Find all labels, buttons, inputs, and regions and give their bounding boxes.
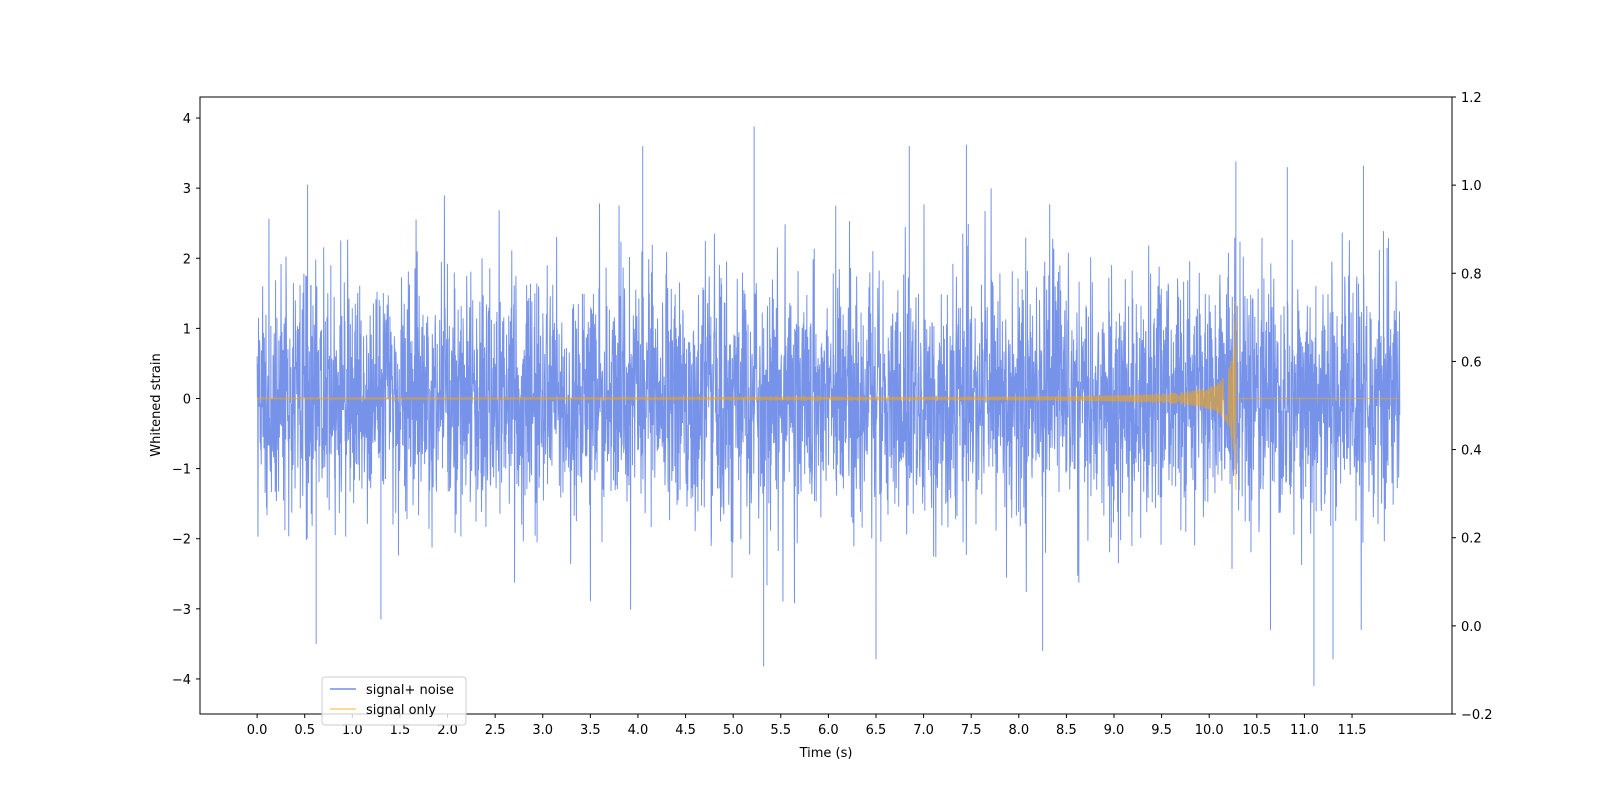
y-axis-left: 4 3 2 1 0 −1 −2 −3 −4 bbox=[172, 112, 200, 688]
y2-tick-label: 0.6 bbox=[1461, 355, 1482, 370]
series-signal-noise bbox=[256, 126, 1401, 686]
legend: signal+ noise signal only bbox=[321, 676, 467, 726]
x-tick-label: 0.5 bbox=[294, 723, 315, 738]
x-tick-label: 11.0 bbox=[1290, 723, 1319, 738]
y2-tick-label: 0.4 bbox=[1461, 444, 1482, 459]
x-tick-label: 3.5 bbox=[580, 723, 601, 738]
x-tick-label: 2.0 bbox=[437, 723, 458, 738]
y-tick-label: −4 bbox=[172, 673, 191, 688]
x-axis: 0.0 0.5 1.0 1.5 2.0 2.5 3.0 3.5 4.0 4.5 5.0 5.5 6.0 6… bbox=[247, 714, 1367, 738]
x-tick-label: 5.0 bbox=[723, 723, 744, 738]
x-tick-label: 7.0 bbox=[913, 723, 934, 738]
y-tick-label: 0 bbox=[183, 392, 191, 407]
y-tick-label: 2 bbox=[183, 252, 191, 267]
y-tick-label: 4 bbox=[183, 112, 191, 127]
y-tick-label: 1 bbox=[183, 322, 191, 337]
x-tick-label: 8.5 bbox=[1056, 723, 1077, 738]
x-tick-label: 8.0 bbox=[1008, 723, 1029, 738]
series-signal-only bbox=[256, 300, 1400, 490]
y-tick-label: −1 bbox=[172, 463, 191, 478]
x-tick-label: 6.0 bbox=[818, 723, 839, 738]
y-axis-label: Whitened strain bbox=[149, 353, 164, 456]
y2-tick-label: 0.8 bbox=[1461, 267, 1482, 282]
x-tick-label: 9.0 bbox=[1104, 723, 1125, 738]
y2-tick-label: 1.2 bbox=[1461, 91, 1482, 106]
x-tick-label: 1.0 bbox=[342, 723, 363, 738]
x-tick-label: 10.5 bbox=[1242, 723, 1271, 738]
x-tick-label: 0.0 bbox=[247, 723, 268, 738]
x-tick-label: 4.5 bbox=[675, 723, 696, 738]
x-tick-label: 6.5 bbox=[866, 723, 887, 738]
x-tick-label: 5.5 bbox=[770, 723, 791, 738]
x-tick-label: 1.5 bbox=[390, 723, 411, 738]
y2-tick-label: 0.2 bbox=[1461, 532, 1482, 547]
y2-tick-label: −0.2 bbox=[1461, 708, 1493, 723]
y-tick-label: 3 bbox=[183, 182, 191, 197]
x-tick-label: 11.5 bbox=[1338, 723, 1367, 738]
y2-tick-label: 0.0 bbox=[1461, 620, 1482, 635]
y-tick-label: −2 bbox=[172, 533, 191, 548]
legend-label-signal-only: signal only bbox=[366, 703, 436, 718]
plot-series-layer bbox=[256, 126, 1401, 686]
y2-tick-label: 1.0 bbox=[1461, 179, 1482, 194]
legend-box bbox=[321, 676, 467, 726]
x-tick-label: 4.0 bbox=[628, 723, 649, 738]
x-axis-label: Time (s) bbox=[799, 746, 853, 761]
y-axis-right: 1.2 1.0 0.8 0.6 0.4 0.2 0.0 −0.2 bbox=[1452, 91, 1493, 723]
x-tick-label: 3.0 bbox=[532, 723, 553, 738]
plot-frame bbox=[199, 96, 1453, 715]
y-tick-label: −3 bbox=[172, 603, 191, 618]
x-tick-label: 2.5 bbox=[485, 723, 506, 738]
x-tick-label: 7.5 bbox=[961, 723, 982, 738]
x-tick-label: 9.5 bbox=[1151, 723, 1172, 738]
x-tick-label: 10.0 bbox=[1195, 723, 1224, 738]
legend-label-signal-noise: signal+ noise bbox=[366, 683, 454, 698]
